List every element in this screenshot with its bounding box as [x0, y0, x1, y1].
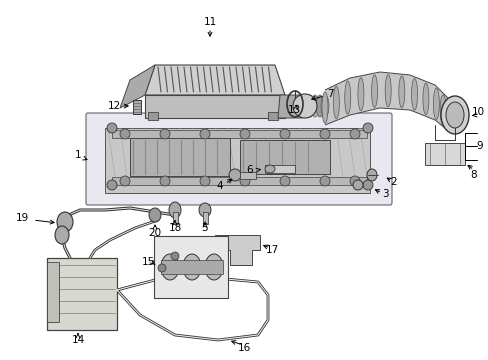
- Bar: [240, 140, 329, 174]
- Ellipse shape: [55, 226, 69, 244]
- Ellipse shape: [199, 203, 210, 217]
- Ellipse shape: [357, 78, 363, 111]
- Bar: [148, 112, 158, 120]
- Ellipse shape: [240, 176, 249, 186]
- Ellipse shape: [371, 75, 377, 108]
- Text: 10: 10: [470, 107, 484, 117]
- Bar: [161, 260, 223, 274]
- Ellipse shape: [321, 92, 327, 123]
- Ellipse shape: [439, 95, 445, 125]
- Text: 4: 4: [216, 181, 223, 191]
- Ellipse shape: [107, 123, 117, 133]
- Ellipse shape: [120, 176, 130, 186]
- Ellipse shape: [292, 94, 316, 118]
- Bar: [267, 112, 278, 120]
- Ellipse shape: [160, 176, 170, 186]
- Text: 11: 11: [203, 17, 216, 27]
- Bar: [105, 128, 369, 193]
- Ellipse shape: [398, 76, 404, 108]
- Ellipse shape: [445, 102, 463, 128]
- Ellipse shape: [319, 176, 329, 186]
- Polygon shape: [120, 65, 155, 108]
- Ellipse shape: [204, 254, 223, 280]
- Ellipse shape: [158, 264, 165, 272]
- Text: 16: 16: [237, 343, 250, 353]
- Bar: [112, 130, 366, 138]
- Ellipse shape: [446, 102, 452, 130]
- Bar: [240, 172, 256, 179]
- Ellipse shape: [422, 83, 428, 114]
- FancyBboxPatch shape: [86, 113, 391, 205]
- PathPatch shape: [325, 72, 449, 132]
- Ellipse shape: [301, 95, 308, 117]
- Ellipse shape: [161, 254, 179, 280]
- Ellipse shape: [183, 254, 201, 280]
- Ellipse shape: [200, 176, 209, 186]
- Ellipse shape: [362, 123, 372, 133]
- Ellipse shape: [385, 75, 390, 107]
- Bar: [203, 212, 207, 224]
- Text: 15: 15: [141, 257, 154, 267]
- Ellipse shape: [171, 252, 179, 260]
- Ellipse shape: [228, 169, 241, 181]
- Text: 8: 8: [470, 170, 476, 180]
- Bar: [47, 262, 59, 322]
- Bar: [47, 258, 117, 330]
- Ellipse shape: [319, 129, 329, 139]
- Text: 18: 18: [168, 223, 181, 233]
- Bar: [173, 212, 178, 224]
- Ellipse shape: [149, 208, 161, 222]
- Text: 3: 3: [381, 189, 387, 199]
- Text: 1: 1: [75, 150, 81, 160]
- Ellipse shape: [305, 95, 313, 117]
- Ellipse shape: [411, 78, 417, 110]
- Ellipse shape: [349, 129, 359, 139]
- Ellipse shape: [160, 129, 170, 139]
- Text: 9: 9: [476, 141, 482, 151]
- Polygon shape: [145, 95, 285, 118]
- Ellipse shape: [280, 176, 289, 186]
- Ellipse shape: [310, 95, 318, 117]
- Ellipse shape: [352, 180, 362, 190]
- Polygon shape: [145, 65, 285, 95]
- Ellipse shape: [107, 180, 117, 190]
- Text: 20: 20: [148, 228, 161, 238]
- Text: 14: 14: [71, 335, 84, 345]
- Text: 19: 19: [15, 213, 29, 223]
- Ellipse shape: [280, 129, 289, 139]
- Bar: [424, 143, 464, 165]
- Bar: [112, 177, 366, 185]
- Ellipse shape: [320, 95, 328, 117]
- Ellipse shape: [344, 81, 350, 114]
- Ellipse shape: [440, 96, 468, 134]
- Ellipse shape: [349, 176, 359, 186]
- Polygon shape: [215, 235, 260, 265]
- Ellipse shape: [366, 169, 376, 181]
- Text: 6: 6: [246, 165, 253, 175]
- Ellipse shape: [120, 129, 130, 139]
- Polygon shape: [278, 95, 302, 118]
- Bar: [130, 138, 229, 176]
- Ellipse shape: [200, 129, 209, 139]
- Text: 12: 12: [107, 101, 121, 111]
- Ellipse shape: [264, 165, 274, 173]
- FancyBboxPatch shape: [154, 236, 227, 298]
- Ellipse shape: [333, 86, 339, 119]
- Ellipse shape: [57, 212, 73, 232]
- Text: 7: 7: [326, 89, 333, 99]
- Ellipse shape: [432, 88, 438, 120]
- Text: 17: 17: [265, 245, 278, 255]
- Text: 13: 13: [287, 105, 300, 115]
- Bar: [264, 165, 294, 173]
- Text: 2: 2: [390, 177, 397, 187]
- Ellipse shape: [240, 129, 249, 139]
- Ellipse shape: [169, 202, 181, 218]
- Bar: [133, 100, 141, 114]
- Ellipse shape: [362, 180, 372, 190]
- Ellipse shape: [315, 95, 324, 117]
- Text: 5: 5: [201, 223, 208, 233]
